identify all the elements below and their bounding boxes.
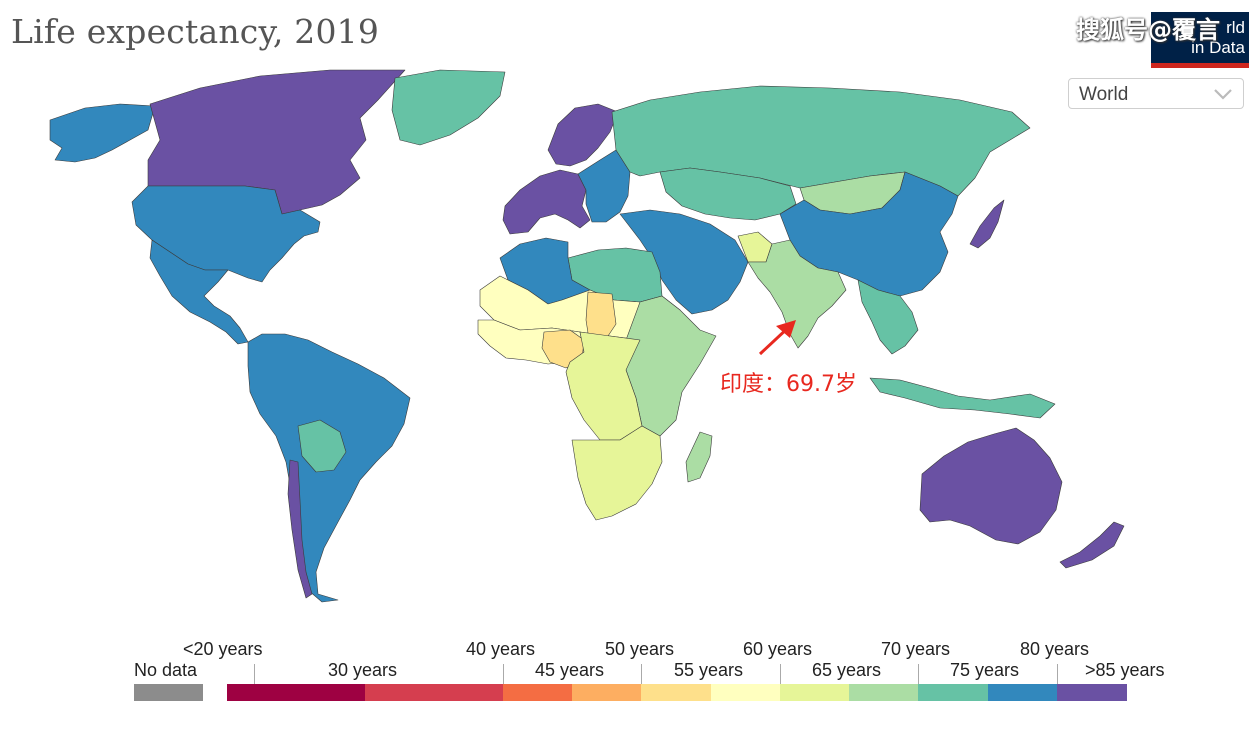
annotation-arrowhead (776, 320, 796, 338)
chart-title: Life expectancy, 2019 (11, 12, 380, 51)
region-alaska[interactable] (49, 103, 156, 163)
region-southeast-asia[interactable] (857, 279, 919, 355)
region-mexico-central-america[interactable] (149, 239, 249, 345)
india-annotation: 印度：69.7岁 (720, 372, 857, 397)
region-select[interactable]: World (1068, 78, 1244, 109)
region-japan[interactable] (969, 199, 1005, 249)
owid-logo[interactable]: rld in Data (1151, 12, 1249, 68)
region-indonesia[interactable] (869, 377, 1056, 419)
chevron-down-icon (1214, 89, 1232, 100)
region-scandinavia[interactable] (547, 103, 619, 167)
watermark-text: 搜狐号@覆言 (1076, 16, 1220, 44)
logo-accent-bar (1151, 63, 1249, 68)
region-select-value: World (1079, 84, 1129, 105)
region-new-zealand[interactable] (1059, 521, 1125, 569)
region-chile[interactable] (287, 459, 313, 599)
region-bolivia[interactable] (297, 419, 347, 473)
region-madagascar[interactable] (685, 431, 713, 483)
region-southern-africa[interactable] (571, 425, 663, 521)
logo-line-2: in Data (1191, 38, 1245, 57)
region-europe-west[interactable] (502, 169, 591, 235)
region-greenland[interactable] (391, 69, 506, 146)
region-australia[interactable] (919, 427, 1063, 545)
region-india[interactable] (747, 239, 847, 349)
region-europe-east[interactable] (577, 149, 631, 223)
logo-line-1: rld (1226, 18, 1245, 37)
